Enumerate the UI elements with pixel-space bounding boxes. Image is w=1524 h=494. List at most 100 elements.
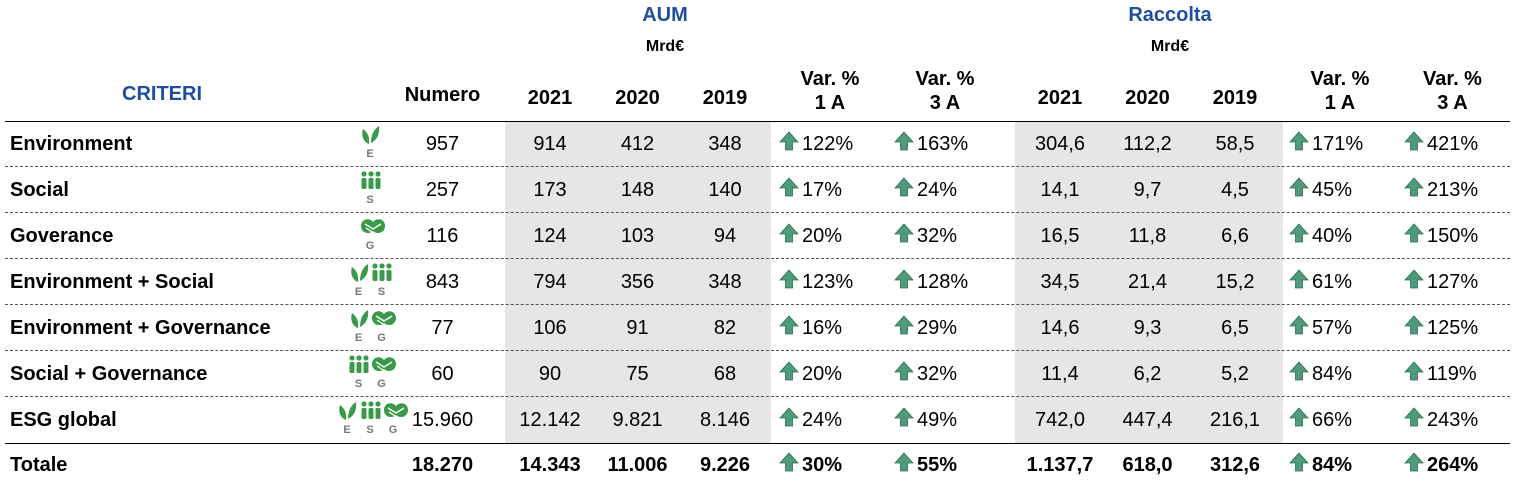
variation-value: 16% (802, 317, 843, 339)
variation-cell: 40% (1285, 213, 1395, 259)
up-arrow-icon (894, 168, 914, 214)
aum-group-title: AUM (642, 4, 688, 26)
row-criteria-name: Environment (10, 133, 133, 155)
variation-cell: 163% (890, 121, 1005, 167)
raccolta-var1-header: Var. % 1 A (1310, 68, 1370, 114)
row-divider (5, 212, 1510, 213)
environment-leaf-icon: E (336, 399, 359, 436)
icon-letter: S (354, 378, 363, 390)
value-cell: 94 (713, 225, 737, 247)
raccolta-var3-header: Var. % 3 A (1423, 68, 1482, 114)
value-cell: 6,5 (1221, 317, 1249, 339)
up-arrow-icon (1289, 122, 1309, 168)
variation-value: 163% (917, 133, 969, 155)
value-cell: 15,2 (1215, 271, 1255, 293)
raccolta-year-2019: 2019 (1212, 87, 1258, 109)
variation-cell: 125% (1400, 305, 1510, 351)
value-cell: 77 (431, 317, 454, 339)
variation-cell: 57% (1285, 305, 1395, 351)
icon-letter: E (366, 148, 374, 160)
variation-value: 122% (802, 133, 854, 155)
variation-value: 45% (1312, 179, 1353, 201)
icon-letter: E (343, 424, 351, 436)
variation-cell: 30% (775, 442, 885, 488)
value-cell: 124 (533, 225, 567, 247)
variation-value: 128% (917, 271, 969, 293)
variation-cell: 421% (1400, 121, 1510, 167)
variation-cell: 150% (1400, 213, 1510, 259)
criteria-icons: E (359, 123, 392, 165)
variation-cell: 122% (775, 121, 885, 167)
variation-cell: 213% (1400, 167, 1510, 213)
table-row: Social + Governance S G 60 90 75 68 20% 32% 11,4 6… (0, 351, 1510, 397)
table-row: Social S 257 173 148 140 17% 24% 14,1 9,7 4,5 45% 21… (0, 167, 1510, 213)
value-cell: 957 (425, 133, 460, 155)
value-cell: 4,5 (1221, 179, 1249, 201)
governance-handshake-icon: G (370, 307, 396, 344)
variation-cell: 16% (775, 305, 885, 351)
variation-cell: 119% (1400, 351, 1510, 397)
value-cell: 12.142 (519, 409, 581, 431)
value-cell: 11.006 (607, 454, 668, 476)
value-cell: 6,6 (1221, 225, 1249, 247)
variation-value: 123% (802, 271, 854, 293)
variation-cell: 32% (890, 213, 1005, 259)
up-arrow-icon (1404, 306, 1424, 352)
variation-cell: 264% (1400, 442, 1510, 488)
aum-year-2021: 2021 (527, 87, 573, 109)
variation-cell: 20% (775, 213, 885, 259)
raccolta-unit: Mrd€ (1150, 38, 1190, 55)
variation-cell: 171% (1285, 121, 1395, 167)
up-arrow-icon (894, 214, 914, 260)
aum-var3-header: Var. % 3 A (915, 68, 975, 114)
variation-value: 264% (1427, 454, 1479, 476)
variation-value: 61% (1312, 271, 1353, 293)
icon-letter: G (365, 240, 375, 252)
row-criteria-name: Goverance (10, 225, 114, 247)
row-criteria-name: Social + Governance (10, 363, 208, 385)
variation-cell: 20% (775, 351, 885, 397)
value-cell: 116 (426, 225, 459, 247)
value-cell: 1.137,7 (1026, 454, 1094, 476)
up-arrow-icon (1404, 168, 1424, 214)
value-cell: 82 (713, 317, 737, 339)
criteria-header: CRITERI (122, 83, 202, 105)
icon-letter: E (354, 286, 363, 298)
up-arrow-icon (894, 443, 914, 489)
variation-value: 29% (917, 317, 958, 339)
row-divider (5, 350, 1510, 351)
row-divider (5, 166, 1510, 167)
up-arrow-icon (894, 260, 914, 306)
value-cell: 794 (533, 271, 567, 293)
variation-value: 32% (917, 363, 958, 385)
row-criteria-name: ESG global (10, 409, 117, 431)
social-people-icon: S (347, 353, 370, 390)
value-cell: 257 (425, 179, 460, 201)
total-row: Totale 18.270 14.343 11.006 9.226 30% 55% 1.137… (0, 442, 1510, 488)
row-divider (5, 443, 1510, 444)
value-cell: 16,5 (1040, 225, 1080, 247)
variation-value: 125% (1427, 317, 1479, 339)
up-arrow-icon (1404, 122, 1424, 168)
up-arrow-icon (779, 352, 799, 398)
up-arrow-icon (1289, 398, 1309, 444)
icon-letter: S (377, 286, 386, 298)
row-criteria-name: Environment + Social (10, 271, 214, 293)
variation-value: 20% (802, 225, 843, 247)
variation-value: 17% (802, 179, 843, 201)
value-cell: 112,2 (1123, 133, 1172, 155)
variation-value: 66% (1312, 409, 1353, 431)
row-divider (5, 258, 1510, 259)
value-cell: 5,2 (1221, 363, 1249, 385)
aum-unit: Mrd€ (645, 38, 685, 55)
up-arrow-icon (894, 122, 914, 168)
variation-value: 57% (1312, 317, 1353, 339)
criteria-icons: G (359, 215, 392, 257)
value-cell: 91 (626, 317, 649, 339)
variation-value: 150% (1427, 225, 1479, 247)
up-arrow-icon (1404, 260, 1424, 306)
variation-value: 84% (1312, 454, 1353, 476)
variation-value: 24% (917, 179, 958, 201)
